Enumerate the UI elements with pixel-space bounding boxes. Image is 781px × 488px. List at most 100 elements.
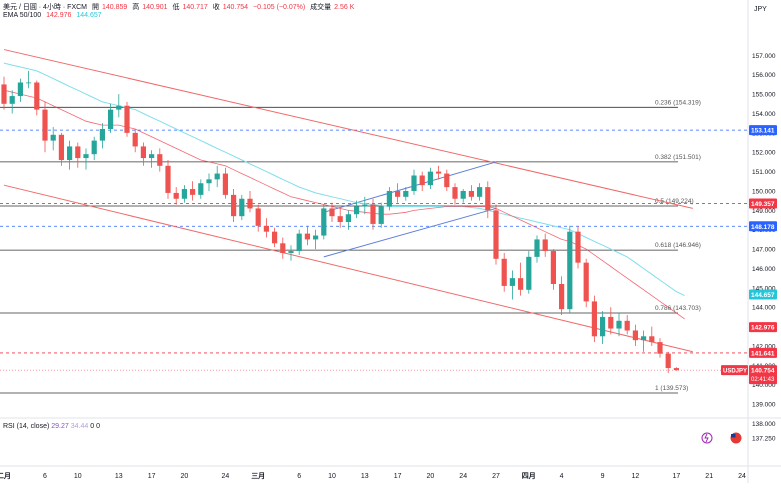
rsi-value-1: 29.27 — [51, 423, 69, 430]
candle-body — [477, 187, 483, 197]
y-tick-label: 145.000 — [752, 285, 776, 292]
volume-value: 2.56 K — [334, 4, 355, 11]
candle-body — [575, 231, 581, 263]
candle-body — [9, 96, 15, 104]
candle-body — [534, 239, 540, 257]
candle-body — [403, 190, 409, 197]
candle-body — [460, 190, 466, 199]
candle-body — [526, 256, 532, 290]
ema100-badge-label: 144.657 — [751, 292, 775, 299]
y-tick-label: 146.000 — [752, 266, 776, 273]
candle-body — [214, 173, 220, 180]
volume-label: 成交量 — [310, 4, 332, 11]
candle-body — [231, 194, 237, 217]
candle-body — [673, 368, 679, 371]
open-value: 140.859 — [101, 4, 128, 11]
fib-level-label: 1 (139.573) — [655, 385, 688, 392]
x-tick-label: 13 — [361, 473, 369, 480]
close-label: 收 — [212, 4, 220, 11]
candle-body — [468, 190, 474, 197]
symbol-badge — [721, 365, 748, 376]
candle-body — [173, 192, 179, 199]
candle-body — [280, 243, 286, 253]
candle-body — [26, 82, 32, 84]
candle-body — [288, 251, 294, 253]
x-tick-label: 10 — [328, 473, 336, 480]
candle-body — [337, 216, 343, 222]
fib-level-label: 0.236 (154.319) — [655, 99, 701, 106]
x-tick-label: 6 — [297, 473, 301, 480]
red-channel-line — [3, 184, 693, 353]
blue-channel-line — [323, 207, 497, 258]
candle-body — [329, 208, 335, 217]
us-flag-canton — [731, 434, 736, 438]
y-tick-label: 155.000 — [752, 92, 776, 99]
candle-body — [91, 140, 97, 155]
candle-body — [550, 251, 556, 284]
candle-body — [600, 316, 606, 337]
y-tick-label: 140.000 — [752, 382, 776, 389]
candle-body — [17, 82, 23, 97]
price-level-badge-label: 141.641 — [751, 350, 775, 357]
candle-body — [198, 183, 204, 195]
candle-body — [58, 134, 64, 160]
fib-level-label: 0.5 (149.224) — [655, 198, 694, 205]
candle-body — [378, 206, 384, 224]
ema100-line — [3, 62, 685, 297]
candle-body — [567, 231, 573, 310]
candle-body — [386, 190, 392, 207]
high-label: 高 — [132, 4, 140, 11]
candle-body — [255, 208, 261, 226]
candle-body — [518, 278, 524, 290]
candle-body — [296, 233, 302, 252]
price-level-badge-label: 149.357 — [751, 201, 775, 208]
candle-body — [67, 146, 73, 160]
x-tick-label: 三月 — [251, 472, 265, 480]
candle-body — [395, 190, 401, 197]
candle-body — [190, 189, 196, 195]
low-label: 低 — [172, 4, 180, 11]
x-tick-label: 27 — [492, 473, 500, 480]
candle-body — [42, 109, 48, 141]
x-tick-label: 17 — [673, 473, 681, 480]
symbol-header: 美元 / 日圓 · 4小時 · FXCM 開 140.859 高 140.901 低… — [3, 2, 357, 12]
candle-body — [206, 179, 212, 184]
last-price-badge — [749, 365, 777, 385]
candle-body — [222, 173, 228, 195]
candle-body — [1, 84, 7, 104]
candle-body — [370, 204, 376, 224]
candle-body — [649, 336, 655, 343]
y-tick-label: 144.000 — [752, 305, 776, 312]
candle-body — [509, 278, 515, 286]
candle-body — [354, 206, 360, 215]
y-tick-label: 149.000 — [752, 208, 776, 215]
candle-body — [239, 198, 245, 217]
candle-body — [419, 175, 425, 186]
candle-body — [181, 189, 187, 199]
x-tick-label: 24 — [222, 473, 230, 480]
x-tick-label: 10 — [74, 473, 82, 480]
x-tick-label: 17 — [394, 473, 402, 480]
bar-countdown: 02:41:43 — [751, 377, 775, 383]
candle-body — [272, 231, 278, 244]
candle-body — [542, 239, 548, 252]
high-value: 140.901 — [142, 4, 168, 11]
candle-body — [501, 258, 507, 286]
y-tick-label: 152.000 — [752, 150, 776, 157]
candle-body — [149, 154, 155, 159]
candle-body — [641, 336, 647, 341]
candle-body — [591, 301, 597, 337]
ema50-line — [3, 89, 685, 320]
fib-level-label: 0.618 (146.946) — [655, 242, 701, 249]
candle-body — [624, 320, 630, 331]
candle-body — [493, 210, 499, 259]
candle-body — [485, 187, 491, 211]
alert-icon[interactable] — [701, 432, 713, 444]
candle-body — [411, 175, 417, 191]
low-value: 140.717 — [182, 4, 208, 11]
symbol-badge-label: USDJPY — [723, 369, 747, 375]
x-tick-label: 9 — [601, 473, 605, 480]
candle-body — [427, 171, 433, 186]
candle-body — [559, 283, 565, 310]
